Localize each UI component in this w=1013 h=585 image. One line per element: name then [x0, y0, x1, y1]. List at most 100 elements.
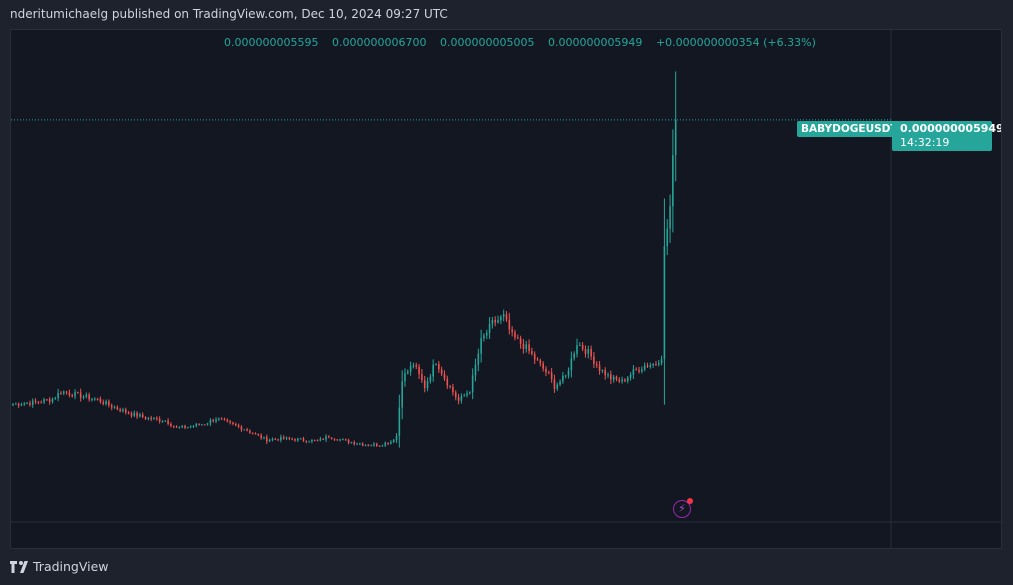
candle-body — [595, 363, 598, 366]
candle-body — [598, 365, 601, 371]
candle-body — [23, 403, 26, 405]
candle-body — [333, 438, 336, 440]
candle-body — [624, 379, 626, 382]
candle-body — [528, 344, 530, 352]
candle-body — [660, 359, 663, 364]
candle-body — [229, 421, 231, 423]
candle-body — [463, 395, 465, 397]
candle-body — [158, 418, 161, 422]
candle-body — [550, 372, 553, 380]
candle-body — [483, 335, 485, 339]
lightning-icon[interactable]: ⚡ — [673, 498, 693, 518]
candle-body — [674, 119, 677, 156]
candle-body — [127, 412, 130, 414]
candle-body — [460, 396, 463, 401]
candle-body — [593, 356, 595, 364]
last-price-value: 0.000000005949 — [900, 122, 1002, 135]
candle-body — [454, 392, 457, 398]
candle-body — [316, 440, 319, 442]
candle-body — [553, 379, 556, 389]
candle-body — [218, 418, 220, 420]
candle-body — [632, 369, 635, 375]
candle-body — [514, 332, 516, 338]
candle-body — [130, 413, 133, 416]
candle-body — [536, 359, 539, 361]
candle-body — [361, 443, 364, 446]
candle-body — [356, 443, 358, 445]
candle-body — [305, 440, 308, 442]
candle-body — [339, 439, 341, 441]
candle-body — [607, 374, 609, 376]
candle-body — [294, 439, 296, 441]
candle-body — [392, 440, 395, 443]
footer-brand[interactable]: TradingView — [10, 559, 109, 574]
candle-body — [480, 338, 482, 354]
publisher-header: nderitumichaelg published on TradingView… — [10, 7, 448, 21]
candle-body — [77, 392, 79, 394]
candle-body — [260, 435, 262, 438]
candle-body — [567, 370, 570, 376]
candle-body — [545, 368, 547, 373]
candle-body — [435, 363, 437, 365]
candle-body — [325, 436, 327, 440]
candle-body — [79, 392, 82, 398]
candle-body — [91, 398, 93, 400]
brand-name: TradingView — [33, 559, 109, 574]
candle-body — [220, 418, 223, 420]
candle-body — [105, 401, 107, 404]
candle-body — [398, 407, 401, 436]
candle-body — [610, 374, 612, 380]
candle-body — [237, 425, 240, 427]
candle-body — [184, 425, 186, 428]
candle-body — [96, 398, 99, 400]
candle-body — [548, 372, 550, 374]
chart-area[interactable]: 0.000000005595 0.000000006700 0.00000000… — [10, 29, 1002, 549]
candle-body — [584, 349, 587, 354]
candle-body — [71, 395, 74, 397]
candle-body — [452, 386, 454, 393]
candle-body — [347, 439, 350, 443]
candle-body — [234, 423, 237, 426]
candle-body — [556, 384, 559, 389]
candle-body — [26, 402, 28, 404]
candle-body — [133, 412, 136, 416]
candle-body — [474, 364, 477, 376]
candle-body — [390, 442, 392, 444]
candle-body — [652, 363, 654, 366]
candlestick-chart[interactable] — [11, 30, 1001, 548]
candle-body — [359, 443, 361, 445]
candle-body — [342, 439, 344, 441]
candle-body — [206, 423, 209, 425]
candle-body — [384, 442, 387, 446]
candle-body — [116, 407, 119, 410]
candle-body — [328, 436, 330, 438]
candle-body — [373, 443, 375, 446]
candle-body — [491, 319, 494, 324]
candle-body — [469, 392, 471, 394]
candle-body — [232, 422, 234, 424]
candle-body — [426, 381, 429, 389]
candle-body — [375, 443, 378, 446]
candle-body — [119, 409, 121, 412]
candle-body — [519, 338, 522, 344]
candle-body — [573, 353, 575, 359]
candle-body — [666, 228, 669, 247]
candle-body — [655, 363, 657, 365]
candle-body — [449, 385, 451, 387]
candle-body — [438, 363, 440, 370]
candle-body — [15, 403, 17, 405]
candle-body — [251, 432, 254, 434]
candle-body — [156, 417, 158, 419]
candle-body — [187, 427, 189, 429]
candle-body — [409, 366, 412, 372]
candle-body — [147, 417, 150, 419]
candle-body — [590, 349, 592, 357]
candle-body — [542, 363, 544, 369]
candle-body — [257, 433, 260, 436]
candle-body — [311, 439, 313, 442]
ohlc-legend: 0.000000005595 0.000000006700 0.00000000… — [224, 36, 826, 49]
candle-body — [641, 369, 643, 372]
candle-body — [559, 381, 561, 385]
candle-body — [141, 414, 144, 418]
candle-body — [657, 363, 660, 365]
